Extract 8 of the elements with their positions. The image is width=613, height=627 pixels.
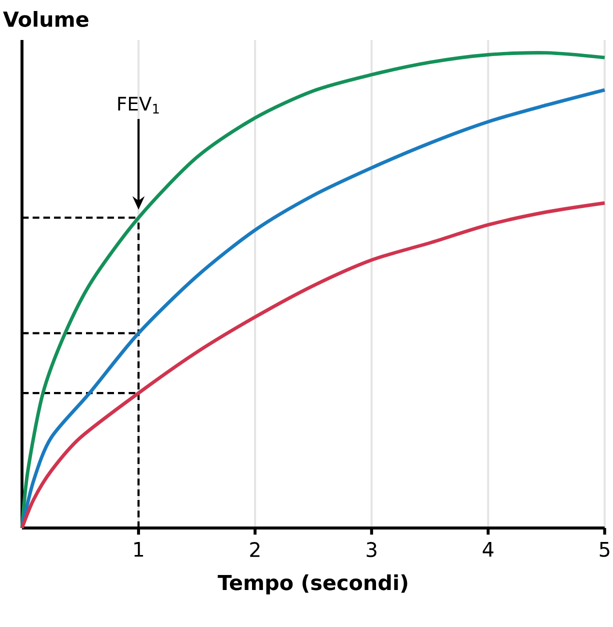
x-axis-title: Tempo (secondi) <box>218 574 408 594</box>
annotation: FEV$_{1}$ <box>118 96 159 114</box>
x-tick-label: 3 <box>366 542 376 558</box>
x-tick-label: 2 <box>250 542 260 557</box>
x-tick-label: 1 <box>134 542 144 557</box>
x-tick-label: 5 <box>600 542 610 557</box>
x-tick-label: 4 <box>482 542 494 557</box>
y-axis-title: Volume <box>3 10 88 27</box>
